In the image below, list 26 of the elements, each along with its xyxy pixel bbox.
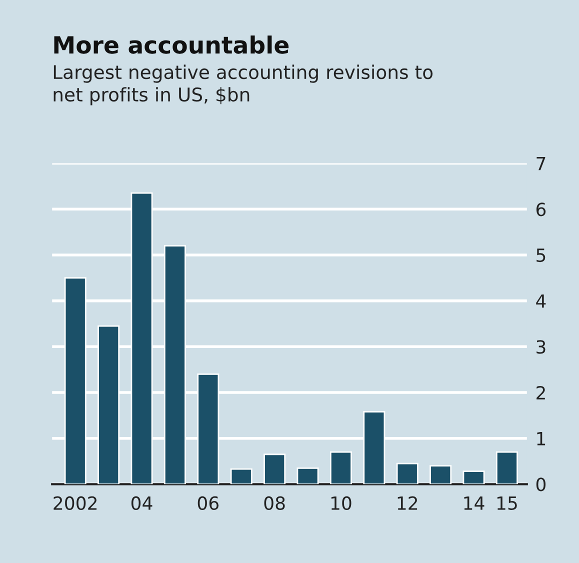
x-tick-label: 06	[198, 496, 219, 510]
x-tick-label: 10	[331, 496, 352, 510]
x-tick-label: 14	[464, 496, 484, 510]
y-tick-label: 4	[536, 294, 546, 308]
bar	[496, 451, 518, 484]
chart-subtitle: Largest negative accounting revisions to net profits in US, $bn	[54, 64, 433, 106]
x-tick-label: 15	[497, 496, 517, 510]
bar	[330, 451, 352, 484]
y-tick-label: 0	[536, 478, 546, 492]
bar	[396, 462, 418, 484]
y-tick-label: 7	[536, 156, 546, 170]
y-tick-label: 1	[537, 432, 546, 446]
x-tick-label: 04	[131, 496, 152, 510]
y-tick-label: 6	[536, 202, 546, 216]
chart-title: More accountable	[54, 36, 289, 54]
x-tick-label: 08	[264, 496, 285, 510]
bar	[296, 467, 319, 484]
x-tick-label: 12	[398, 496, 418, 510]
y-tick-label: 3	[536, 340, 546, 354]
y-tick-label: 2	[536, 386, 545, 400]
bar	[462, 470, 485, 484]
bar	[264, 454, 286, 484]
y-tick-label: 5	[536, 248, 546, 262]
bar	[430, 465, 452, 484]
bar	[230, 468, 252, 484]
x-tick-label: 2002	[54, 496, 97, 510]
